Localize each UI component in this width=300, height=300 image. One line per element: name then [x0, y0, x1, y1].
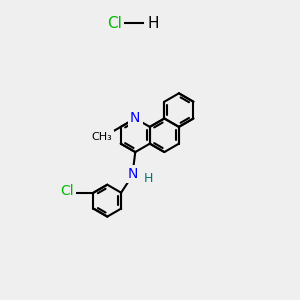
Text: H: H	[147, 16, 159, 31]
Text: H: H	[144, 172, 153, 185]
Text: Cl: Cl	[60, 184, 74, 198]
Text: N: N	[127, 167, 137, 181]
Text: CH₃: CH₃	[91, 132, 112, 142]
Text: N: N	[130, 112, 140, 125]
Text: Cl: Cl	[107, 16, 122, 31]
